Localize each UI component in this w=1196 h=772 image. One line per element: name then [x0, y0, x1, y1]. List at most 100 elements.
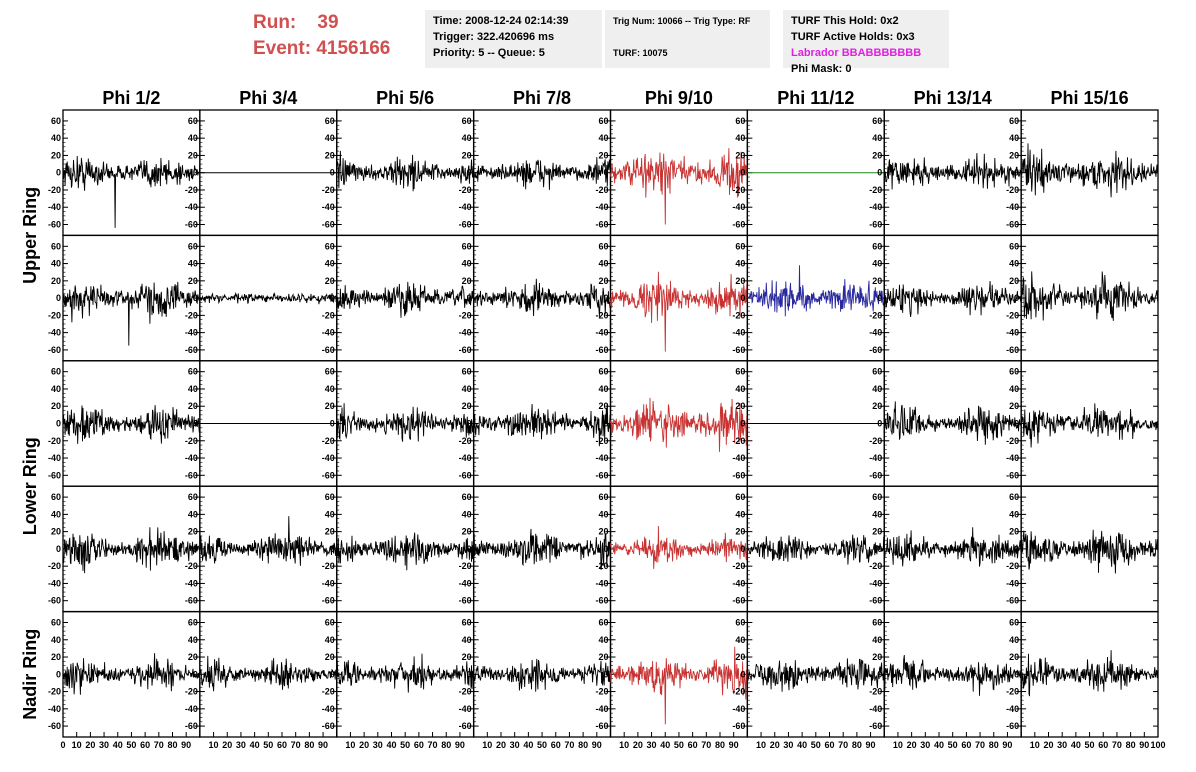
- y-tick-label: 40: [872, 133, 882, 143]
- y-tick-label: 60: [325, 367, 335, 377]
- y-tick-label: -20: [322, 185, 335, 195]
- panel-r1-c4: -60 -40 -20 0 20 40 60: [459, 109, 612, 237]
- y-tick-label: 0: [467, 669, 472, 679]
- x-tick-label: 10: [1030, 740, 1040, 750]
- x-tick-label: 30: [236, 740, 246, 750]
- x-tick-label: 30: [783, 740, 793, 750]
- y-tick-label: 0: [467, 419, 472, 429]
- y-tick-label: 40: [51, 133, 61, 143]
- y-tick-label: -20: [48, 436, 61, 446]
- y-tick-label: 40: [1009, 259, 1019, 269]
- y-tick-label: -40: [732, 202, 745, 212]
- trigger-info-box: Trig Num: 10066 -- Trig Type: RF TURF: 1…: [605, 10, 770, 68]
- y-tick-label: 60: [325, 618, 335, 628]
- x-tick-label: 40: [1071, 740, 1081, 750]
- trigger-text: Trigger: 322.420696 ms: [433, 31, 555, 43]
- y-tick-label: 20: [1009, 276, 1019, 286]
- y-tick-label: -60: [1006, 721, 1019, 731]
- y-tick-label: -40: [459, 704, 472, 714]
- x-tick-label: 90: [318, 740, 328, 750]
- x-tick-label: 60: [140, 740, 150, 750]
- y-tick-label: 40: [1009, 133, 1019, 143]
- y-tick-label: 60: [872, 116, 882, 126]
- panel-r2-c5: -60 -40 -20 0 20 40 60: [595, 234, 749, 362]
- y-tick-label: 0: [193, 293, 198, 303]
- y-tick-label: 0: [877, 419, 882, 429]
- y-tick-label: -20: [1006, 687, 1019, 697]
- y-tick-label: 20: [735, 401, 745, 411]
- y-tick-label: 40: [872, 259, 882, 269]
- y-tick-label: 60: [598, 618, 608, 628]
- y-tick-label: -40: [459, 328, 472, 338]
- x-tick-label: 20: [222, 740, 232, 750]
- y-tick-label: 40: [51, 509, 61, 519]
- y-tick-label: -20: [595, 185, 608, 195]
- y-tick-label: -20: [595, 687, 608, 697]
- y-tick-label: -40: [732, 704, 745, 714]
- y-tick-label: -40: [322, 704, 335, 714]
- panel-r1-c8: -60 -40 -20 0 20 40 60: [1006, 109, 1159, 237]
- y-tick-label: 60: [872, 367, 882, 377]
- x-tick-label: 20: [359, 740, 369, 750]
- y-tick-label: -60: [869, 345, 882, 355]
- y-tick-label: -60: [595, 596, 608, 606]
- y-tick-label: -40: [48, 578, 61, 588]
- waveform-trace: [473, 278, 611, 317]
- y-tick-label: 40: [462, 635, 472, 645]
- y-tick-label: 60: [325, 241, 335, 251]
- y-tick-label: -40: [732, 328, 745, 338]
- y-tick-label: -40: [459, 578, 472, 588]
- y-tick-label: -20: [322, 561, 335, 571]
- y-tick-label: 60: [735, 492, 745, 502]
- y-tick-label: 40: [325, 635, 335, 645]
- y-tick-label: -60: [1006, 470, 1019, 480]
- ring-label-2: Lower Ring: [20, 437, 40, 535]
- x-tick-label: 70: [564, 740, 574, 750]
- y-tick-label: 20: [735, 150, 745, 160]
- y-tick-label: -60: [459, 596, 472, 606]
- y-tick-label: 20: [598, 401, 608, 411]
- y-tick-label: 40: [872, 384, 882, 394]
- y-tick-label: 0: [193, 168, 198, 178]
- y-tick-label: -60: [732, 219, 745, 229]
- y-tick-label: 40: [462, 509, 472, 519]
- y-tick-label: 0: [740, 293, 745, 303]
- y-tick-label: 20: [1009, 652, 1019, 662]
- y-tick-label: 60: [735, 116, 745, 126]
- waveform-trace: [336, 403, 475, 442]
- y-tick-label: -60: [322, 470, 335, 480]
- y-tick-label: 0: [1014, 419, 1019, 429]
- waveform-trace: [610, 525, 748, 569]
- y-tick-label: 60: [735, 367, 745, 377]
- y-tick-label: 0: [56, 544, 61, 554]
- x-tick-label: 40: [386, 740, 396, 750]
- waveform-trace: [336, 150, 475, 192]
- y-tick-label: -20: [869, 561, 882, 571]
- y-tick-label: -20: [732, 687, 745, 697]
- run-row: Run: 39: [253, 10, 390, 36]
- waveform-trace: [746, 534, 885, 565]
- y-tick-label: 20: [325, 150, 335, 160]
- x-tick-label: 20: [770, 740, 780, 750]
- x-tick-label: 90: [455, 740, 465, 750]
- y-tick-label: 60: [462, 492, 472, 502]
- y-tick-label: 20: [188, 150, 198, 160]
- x-tick-label: 60: [1098, 740, 1108, 750]
- y-tick-label: -40: [869, 704, 882, 714]
- x-tick-label: 60: [688, 740, 698, 750]
- x-tick-label: 20: [85, 740, 95, 750]
- y-tick-label: 0: [603, 544, 608, 554]
- waveform-trace: [473, 528, 611, 570]
- y-tick-label: -60: [185, 721, 198, 731]
- y-tick-label: 20: [188, 401, 198, 411]
- waveform-trace: [610, 397, 748, 452]
- x-tick-label: 0: [60, 740, 65, 750]
- y-tick-label: -60: [459, 721, 472, 731]
- y-tick-label: 60: [51, 492, 61, 502]
- y-tick-label: 60: [872, 492, 882, 502]
- y-tick-label: -20: [869, 310, 882, 320]
- x-tick-label: 70: [1112, 740, 1122, 750]
- y-tick-label: -20: [459, 687, 472, 697]
- y-tick-label: -20: [459, 561, 472, 571]
